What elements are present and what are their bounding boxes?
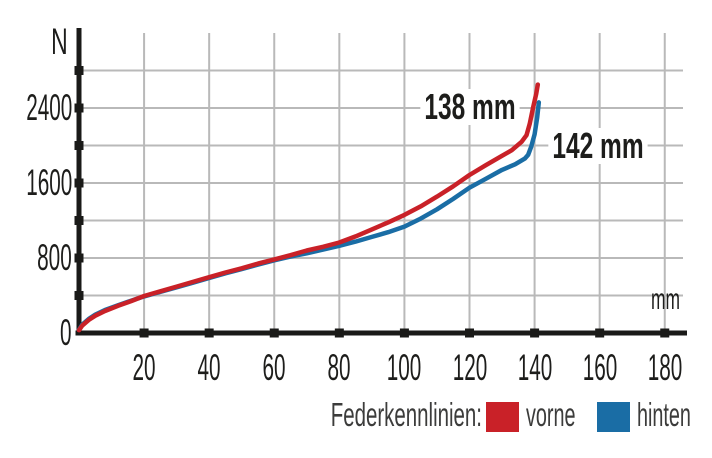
y-tick-label: 800	[37, 237, 72, 278]
x-axis-tick	[595, 328, 605, 338]
y-tick-label: 2400	[25, 87, 72, 128]
x-axis-tick	[530, 328, 540, 338]
x-axis-tick	[269, 328, 279, 338]
y-tick-label: 0	[60, 312, 72, 353]
x-axis-tick	[334, 328, 344, 338]
annotation-front-travel: 138 mm	[419, 89, 520, 126]
x-axis-tick	[399, 328, 409, 338]
y-axis-tick	[74, 66, 84, 75]
curve-vorne	[76, 82, 541, 333]
x-tick-label: 80	[327, 347, 351, 388]
x-axis-tick	[660, 328, 670, 338]
x-tick-label: 60	[262, 347, 286, 388]
y-axis-tick	[74, 216, 84, 225]
x-tick-label: 140	[517, 347, 552, 388]
y-axis-tick	[74, 103, 84, 113]
x-tick-label: 40	[197, 347, 221, 388]
y-axis-tick	[74, 141, 84, 150]
x-axis-tick	[465, 328, 475, 338]
x-tick-label: 120	[452, 347, 487, 388]
x-tick-label: 20	[132, 347, 156, 388]
annotation-rear-travel: 142 mm	[548, 127, 648, 164]
x-tick-label: 100	[387, 347, 422, 388]
legend-entry-hinten: hinten	[637, 396, 691, 433]
x-tick-label: 180	[647, 347, 683, 388]
y-axis-tick	[74, 178, 84, 188]
x-axis-unit-label: mm	[651, 283, 680, 316]
y-tick-label: 1600	[25, 162, 72, 203]
x-axis-tick	[204, 328, 214, 338]
x-axis-tick	[139, 328, 149, 338]
y-axis-tick	[74, 253, 84, 263]
legend-swatch-hinten	[597, 402, 630, 432]
y-axis-unit-label: N	[51, 21, 68, 62]
x-tick-label: 160	[582, 347, 617, 388]
legend-entry-vorne: vorne	[526, 396, 576, 433]
legend-swatch-vorne	[486, 402, 519, 432]
legend-title: Federkennlinien:	[330, 396, 482, 433]
y-axis-tick	[74, 291, 84, 300]
